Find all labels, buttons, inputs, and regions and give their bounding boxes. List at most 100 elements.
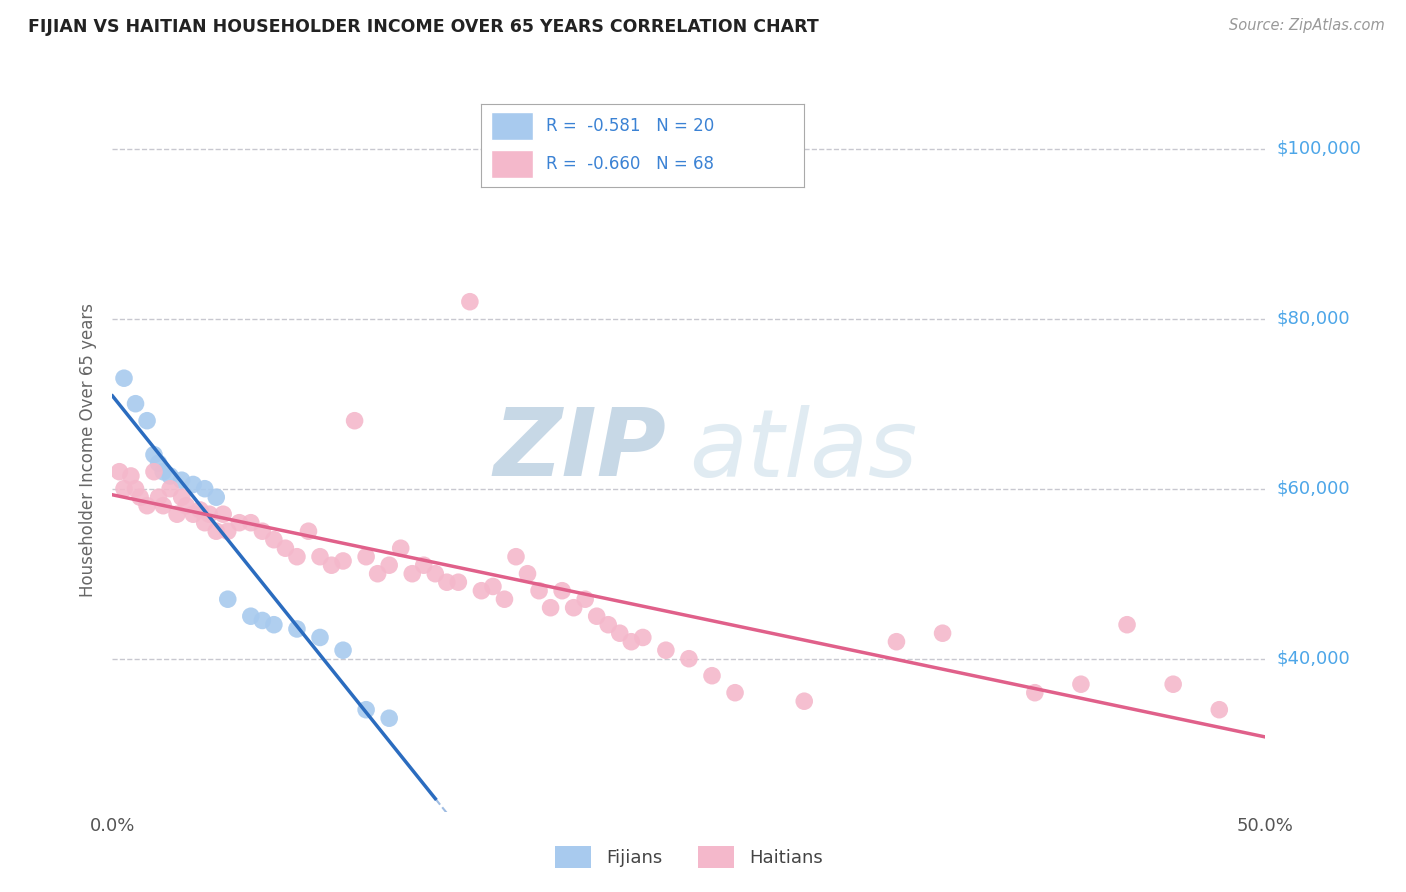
- Point: [198, 507, 221, 521]
- Point: [174, 499, 197, 513]
- Point: [412, 558, 434, 573]
- Point: [309, 631, 332, 645]
- Bar: [491, 112, 533, 140]
- Point: [152, 499, 174, 513]
- Point: [494, 592, 516, 607]
- Point: [297, 524, 319, 539]
- Point: [378, 558, 401, 573]
- Point: [188, 503, 211, 517]
- Point: [389, 541, 412, 556]
- Point: [354, 549, 377, 564]
- Point: [170, 473, 193, 487]
- Point: [217, 592, 239, 607]
- Point: [931, 626, 953, 640]
- Point: [252, 614, 274, 628]
- Point: [562, 600, 585, 615]
- Point: [194, 482, 217, 496]
- Point: [574, 592, 596, 607]
- Point: [274, 541, 297, 556]
- Point: [124, 397, 146, 411]
- Point: [170, 490, 193, 504]
- Text: $60,000: $60,000: [1277, 480, 1351, 498]
- Point: [108, 465, 131, 479]
- Text: atlas: atlas: [689, 405, 917, 496]
- Point: [152, 465, 174, 479]
- Point: [205, 490, 228, 504]
- Text: ZIP: ZIP: [494, 404, 666, 497]
- Point: [205, 524, 228, 539]
- Point: [447, 575, 470, 590]
- Text: $100,000: $100,000: [1277, 140, 1362, 158]
- Text: R =  -0.660   N = 68: R = -0.660 N = 68: [546, 155, 714, 173]
- Point: [678, 651, 700, 665]
- Y-axis label: Householder Income Over 65 years: Householder Income Over 65 years: [79, 303, 97, 598]
- Point: [458, 294, 481, 309]
- Point: [505, 549, 527, 564]
- Point: [425, 566, 447, 581]
- Point: [217, 524, 239, 539]
- Point: [148, 490, 170, 504]
- Point: [263, 617, 285, 632]
- Point: [166, 507, 188, 521]
- Point: [470, 583, 492, 598]
- Point: [263, 533, 285, 547]
- Point: [793, 694, 815, 708]
- Point: [148, 456, 170, 470]
- Point: [631, 631, 654, 645]
- Point: [598, 617, 620, 632]
- Legend: Fijians, Haitians: Fijians, Haitians: [548, 838, 830, 875]
- Point: [285, 622, 308, 636]
- Point: [332, 643, 354, 657]
- Point: [886, 634, 908, 648]
- Point: [181, 477, 204, 491]
- Point: [551, 583, 574, 598]
- Point: [1208, 703, 1230, 717]
- Point: [620, 634, 643, 648]
- Point: [585, 609, 607, 624]
- Point: [321, 558, 343, 573]
- Point: [378, 711, 401, 725]
- Point: [120, 469, 142, 483]
- Point: [1161, 677, 1184, 691]
- Point: [136, 414, 159, 428]
- Point: [181, 507, 204, 521]
- Point: [239, 609, 262, 624]
- Point: [527, 583, 550, 598]
- Text: $40,000: $40,000: [1277, 649, 1351, 668]
- Point: [655, 643, 678, 657]
- Text: FIJIAN VS HAITIAN HOUSEHOLDER INCOME OVER 65 YEARS CORRELATION CHART: FIJIAN VS HAITIAN HOUSEHOLDER INCOME OVE…: [28, 18, 818, 36]
- Point: [285, 549, 308, 564]
- Point: [343, 414, 366, 428]
- Point: [1024, 686, 1046, 700]
- Point: [1116, 617, 1139, 632]
- Point: [124, 482, 146, 496]
- Point: [252, 524, 274, 539]
- Point: [1070, 677, 1092, 691]
- Point: [700, 669, 723, 683]
- Point: [436, 575, 458, 590]
- Point: [540, 600, 562, 615]
- Point: [143, 448, 166, 462]
- Bar: [491, 150, 533, 178]
- Point: [354, 703, 377, 717]
- Point: [482, 579, 505, 593]
- Point: [159, 469, 181, 483]
- Point: [516, 566, 538, 581]
- Point: [239, 516, 262, 530]
- Point: [724, 686, 747, 700]
- Text: $80,000: $80,000: [1277, 310, 1351, 327]
- Point: [194, 516, 217, 530]
- Point: [228, 516, 250, 530]
- Point: [112, 482, 135, 496]
- Point: [143, 465, 166, 479]
- Point: [332, 554, 354, 568]
- Point: [401, 566, 423, 581]
- Point: [212, 507, 235, 521]
- Point: [367, 566, 389, 581]
- Text: R =  -0.581   N = 20: R = -0.581 N = 20: [546, 117, 714, 135]
- Text: Source: ZipAtlas.com: Source: ZipAtlas.com: [1229, 18, 1385, 33]
- Point: [136, 499, 159, 513]
- Point: [609, 626, 631, 640]
- Point: [309, 549, 332, 564]
- Point: [129, 490, 152, 504]
